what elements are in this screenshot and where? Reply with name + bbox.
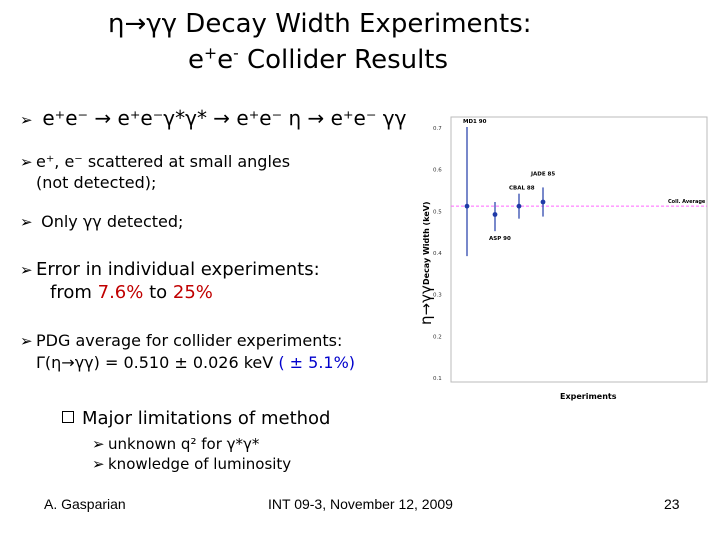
bullet-reaction: ➢ e⁺e⁻ → e⁺e⁻γ*γ* → e⁺e⁻ η → e⁺e⁻ γγ: [20, 106, 406, 130]
title-part: e: [217, 45, 234, 75]
title-part: Collider Results: [238, 45, 449, 75]
experiment-label: JADE 85: [530, 171, 555, 177]
bullet-text: from: [50, 282, 98, 304]
bullet-arrow-icon: ➢: [20, 213, 33, 231]
plot-frame: [450, 116, 708, 383]
average-label: Coll. Average: [668, 199, 706, 205]
y-tick-label: 0.1: [433, 376, 442, 382]
title-sup: +: [204, 44, 218, 63]
checkbox-bullet-icon: [62, 411, 74, 423]
bullet-text: Only γγ detected;: [41, 212, 184, 231]
bullet-arrow-icon: ➢: [92, 435, 105, 453]
slide-title-line1: η→γγ Decay Width Experiments:: [108, 9, 532, 39]
limitations-list: ➢ unknown q² for γ*γ* ➢ knowledge of lumin…: [92, 434, 291, 475]
chart-ylabel: η→γγ Decay Width (keV): [417, 201, 435, 325]
y-tick-label: 0.7: [433, 126, 442, 132]
x-axis-label: Experiments: [560, 392, 617, 401]
data-point: [516, 203, 522, 209]
bullet-detected: ➢ Only γγ detected;: [20, 212, 183, 231]
y-ticks: 0.7 0.6 0.5 0.4 0.3 0.2 0.1: [433, 126, 442, 382]
bullet-arrow-icon: ➢: [20, 153, 33, 171]
percent-error: ( ± 5.1%): [278, 352, 356, 372]
error-high-value: 25%: [172, 282, 213, 304]
y-tick-label: 0.6: [433, 168, 442, 174]
bullet-pdg-average: ➢ PDG average for collider experiments: Γ…: [20, 330, 355, 373]
title-part: e: [188, 45, 204, 75]
limitation-item: knowledge of luminosity: [108, 455, 292, 474]
bullet-text: e⁺, e⁻ scattered at small angles: [36, 152, 291, 171]
y-tick-label: 0.4: [433, 251, 442, 257]
bullet-text: PDG average for collider experiments:: [36, 331, 343, 350]
data-point: [464, 203, 470, 209]
bullet-arrow-icon: ➢: [20, 111, 33, 129]
bullet-error: ➢ Error in individual experiments: from 7…: [20, 258, 320, 305]
bullet-text: Error in individual experiments:: [36, 259, 320, 280]
bullet-scattered: ➢ e⁺, e⁻ scattered at small angles (not d…: [20, 152, 290, 194]
limitations-header: Major limitations of method: [62, 408, 330, 429]
title-sup: -: [233, 44, 239, 63]
y-tick-label: 0.3: [433, 293, 442, 299]
footer-page-number: 23: [664, 496, 680, 512]
decay-width-chart: η→γγ Decay Width (keV) 0.70.60.50.40.30.…: [417, 116, 708, 401]
y-tick-label: 0.2: [433, 334, 442, 340]
y-axis-label-main: η→γγ: [417, 285, 435, 325]
error-low-value: 7.6%: [97, 282, 144, 304]
data-point: [492, 212, 498, 217]
experiment-label: MD1 90: [463, 119, 487, 125]
slide-title-line2: e+e- Collider Results: [188, 44, 449, 76]
bullet-text: (not detected);: [36, 172, 157, 192]
experiment-label: ASP 90: [489, 236, 511, 242]
limitations-title: Major limitations of method: [82, 408, 331, 429]
bullet-text: Γ(η→γγ) = 0.510 ± 0.026 keV: [36, 352, 279, 372]
bullet-text: to: [143, 282, 173, 304]
bullet-arrow-icon: ➢: [20, 261, 33, 279]
bullet-text: e⁺e⁻ → e⁺e⁻γ*γ* → e⁺e⁻ η → e⁺e⁻ γγ: [42, 106, 407, 130]
y-axis-label-unit: Decay Width (keV): [422, 201, 431, 285]
bullet-arrow-icon: ➢: [92, 455, 105, 474]
data-point: [540, 199, 546, 205]
limitation-item: unknown q² for γ*γ*: [108, 435, 260, 453]
footer-author: A. Gasparian: [44, 496, 126, 512]
y-tick-label: 0.5: [433, 209, 442, 215]
bullet-arrow-icon: ➢: [20, 332, 33, 350]
experiment-label: CBAL 88: [509, 186, 535, 192]
average-line: Coll. Average: [451, 199, 707, 207]
footer-event: INT 09-3, November 12, 2009: [268, 496, 453, 512]
data-points: MD1 90 ASP 90 CBAL 88 JADE 85: [463, 119, 555, 257]
